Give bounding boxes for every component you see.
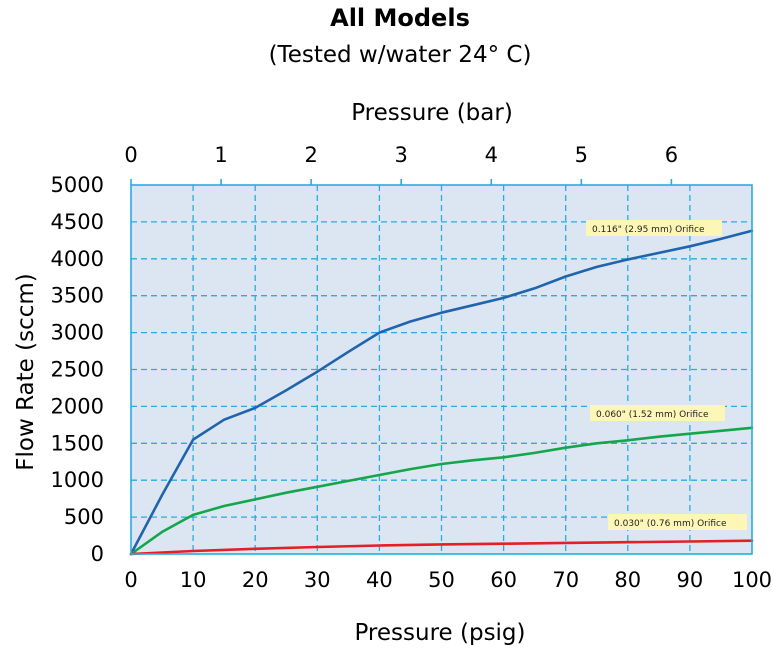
top-axis-tick-label: 0 bbox=[124, 143, 137, 167]
top-axis-title: Pressure (bar) bbox=[351, 100, 513, 126]
series-label-2: 0.060" (1.52 mm) Orifice bbox=[590, 405, 725, 421]
y-tick-label: 2500 bbox=[51, 358, 104, 382]
series-label-1: 0.116" (2.95 mm) Orifice bbox=[586, 220, 722, 236]
x-tick-label: 50 bbox=[428, 568, 455, 592]
top-axis-tick-label: 2 bbox=[304, 143, 317, 167]
series-label-3: 0.030" (0.76 mm) Orifice bbox=[608, 514, 747, 530]
y-tick-label: 500 bbox=[64, 505, 104, 529]
x-tick-label: 20 bbox=[242, 568, 269, 592]
top-axis-tick-label: 3 bbox=[395, 143, 408, 167]
x-tick-label: 100 bbox=[732, 568, 772, 592]
y-tick-label: 1500 bbox=[51, 431, 104, 455]
y-tick-label: 3000 bbox=[51, 321, 104, 345]
series-line-3 bbox=[129, 539, 754, 556]
y-tick-label: 4500 bbox=[51, 210, 104, 234]
series-label-bg bbox=[608, 514, 747, 530]
y-axis-title: Flow Rate (sccm) bbox=[13, 273, 39, 471]
series-line-1 bbox=[129, 229, 754, 556]
x-tick-label: 40 bbox=[366, 568, 393, 592]
grid bbox=[131, 185, 752, 554]
series-label-text: 0.116" (2.95 mm) Orifice bbox=[592, 225, 705, 235]
y-tick-label: 3500 bbox=[51, 284, 104, 308]
series-label-bg bbox=[586, 220, 722, 236]
x-tick-label: 60 bbox=[490, 568, 517, 592]
y-tick-label: 2000 bbox=[51, 394, 104, 418]
axes bbox=[130, 179, 753, 555]
top-axis-tick-label: 1 bbox=[214, 143, 227, 167]
plot-border bbox=[130, 184, 753, 555]
y-tick-label: 0 bbox=[91, 542, 104, 566]
x-axis-title: Pressure (psig) bbox=[354, 620, 525, 646]
top-axis-tick-label: 4 bbox=[485, 143, 498, 167]
top-axis-tick-label: 5 bbox=[575, 143, 588, 167]
series-label-text: 0.060" (1.52 mm) Orifice bbox=[596, 410, 709, 420]
series-labels: 0.116" (2.95 mm) Orifice 0.060" (1.52 mm)… bbox=[586, 220, 747, 530]
y-tick-label: 5000 bbox=[51, 173, 104, 197]
x-tick-label: 10 bbox=[180, 568, 207, 592]
series-label-bg bbox=[590, 405, 725, 421]
chart-title: All Models bbox=[330, 4, 470, 32]
x-tick-label: 30 bbox=[304, 568, 331, 592]
chart-subtitle: (Tested w/water 24° C) bbox=[269, 42, 532, 68]
y-tick-label: 4000 bbox=[51, 247, 104, 271]
series-lines bbox=[129, 229, 754, 556]
x-tick-label: 90 bbox=[677, 568, 704, 592]
x-tick-label: 0 bbox=[124, 568, 137, 592]
tick-labels: 0 10 20 30 40 50 60 70 80 90 100050010001500200025… bbox=[51, 143, 773, 592]
x-tick-label: 80 bbox=[614, 568, 641, 592]
series-line-2 bbox=[129, 426, 754, 556]
series-label-text: 0.030" (0.76 mm) Orifice bbox=[614, 519, 727, 529]
top-axis-tick-label: 6 bbox=[665, 143, 678, 167]
x-tick-label: 70 bbox=[552, 568, 579, 592]
y-tick-label: 1000 bbox=[51, 468, 104, 492]
